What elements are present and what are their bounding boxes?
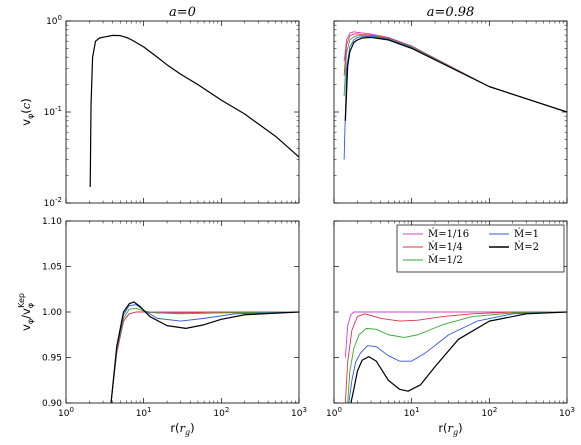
y-tick-label: 10-1	[44, 105, 62, 118]
y-tick-label: 100	[46, 14, 62, 27]
series-line-5	[110, 301, 299, 403]
x-axis-label: r(rg)	[170, 421, 194, 437]
series-line-3	[347, 311, 567, 403]
axes-frame	[333, 20, 568, 204]
x-tick-label: 103	[291, 406, 307, 419]
y-tick-label: 0.90	[42, 399, 62, 409]
x-tick-label: 103	[559, 406, 575, 419]
x-tick-label: 100	[326, 406, 342, 419]
panel-title: a=0	[169, 5, 196, 20]
series-line-3	[343, 35, 567, 113]
y-axis-label: vφ(c)	[19, 98, 35, 126]
x-axis-label: r(rg)	[438, 421, 462, 437]
legend-box	[396, 224, 565, 273]
series-line-4	[343, 35, 567, 160]
y-axis-label: vφ/vφKep	[17, 293, 35, 331]
series-line-1	[343, 31, 567, 113]
series-line-3	[110, 307, 299, 403]
axes-frame	[65, 20, 300, 204]
y-tick-label: 0.95	[42, 354, 62, 364]
legend-label: Ṁ=1/2	[428, 254, 463, 266]
series-line-4	[110, 304, 299, 403]
panel-top-left: 10-2 10-1 100 a=0 vφ(c)	[19, 5, 300, 209]
y-tick-label: 10-2	[44, 196, 62, 209]
legend-label: Ṁ=1	[514, 228, 539, 240]
series-line-2	[110, 311, 299, 403]
series-line-2	[344, 311, 567, 403]
legend-label: Ṁ=1/16	[428, 228, 469, 240]
panel-top-right: a=0.98	[333, 5, 568, 204]
legend-label: Ṁ=1/4	[428, 241, 463, 253]
x-tick-label: 102	[213, 406, 229, 419]
series-line-1	[110, 311, 299, 403]
series-line-5	[344, 36, 567, 121]
y-tick-label: 1.05	[42, 263, 62, 273]
panel-bottom-left: 100 101 102 103 0.90 0.95 1.00 1.05 1.10 vφ/vφKep…	[17, 217, 307, 437]
legend: Ṁ=1/16Ṁ=1/4Ṁ=1/2 Ṁ=1Ṁ=2	[396, 224, 565, 273]
y-tick-label: 1.00	[42, 308, 62, 318]
series-line-1	[89, 34, 299, 187]
series-line-1	[344, 311, 567, 358]
x-tick-label: 101	[404, 406, 420, 419]
series-line-2	[343, 33, 567, 113]
x-tick-label: 101	[136, 406, 152, 419]
x-tick-label: 102	[481, 406, 497, 419]
series-line-4	[348, 311, 567, 403]
panel-title: a=0.98	[427, 5, 475, 20]
legend-label: Ṁ=2	[514, 241, 539, 253]
y-tick-label: 1.10	[42, 217, 62, 227]
series-line-5	[350, 311, 567, 403]
panel-bottom-right: 100 101 102 103 r(rg) Ṁ=1/16Ṁ=1/4Ṁ=1/2 Ṁ=1Ṁ=2	[326, 220, 575, 437]
x-tick-label: 100	[58, 406, 74, 419]
